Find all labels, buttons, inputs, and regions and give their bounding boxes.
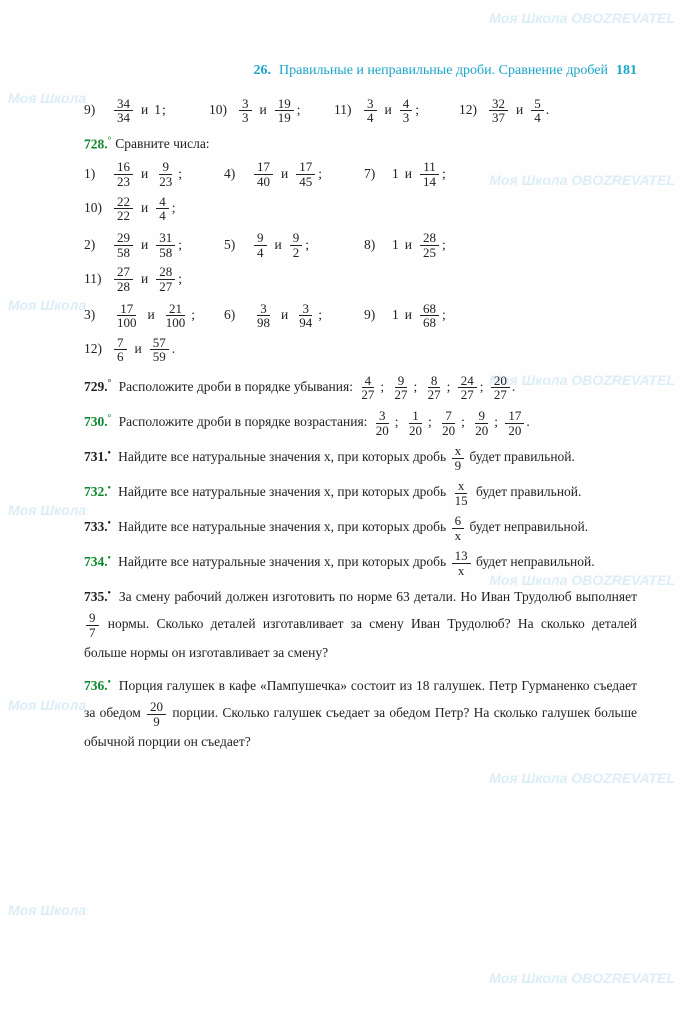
exercise-number: 729.° (84, 379, 111, 394)
exercise-734: 734.• Найдите все натуральные значения x… (48, 548, 637, 577)
compare-item: 11)2728и2827; (84, 265, 224, 293)
compare-item: 3)17100и21100; (84, 302, 224, 330)
exercise-736: 736.• Порция галушек в кафе «Пампушечка»… (48, 672, 637, 755)
compare-row: 1)1623и923; 4)1740и1745; 7)1и1114; 10)22… (84, 157, 637, 226)
exercise-731: 731.• Найдите все натуральные значения x… (48, 443, 637, 472)
exercise-number: 734.• (84, 554, 111, 569)
section-title: Правильные и неправильные дроби. Сравнен… (279, 60, 608, 82)
exercise-number: 735.• (84, 589, 111, 604)
watermark: Моя Школа OBOZREVATEL (489, 968, 675, 990)
exercise-732: 732.• Найдите все натуральные значения x… (48, 478, 637, 507)
compare-item: 10)2222и44; (84, 195, 224, 223)
page-number: 181 (616, 60, 637, 82)
exercise-729: 729.° Расположите дроби в порядке убыван… (48, 373, 637, 402)
exercise-735: 735.• За смену рабочий должен изготовить… (48, 583, 637, 666)
chapter-header: 26. Правильные и неправильные дроби. Сра… (48, 60, 637, 82)
exercise-number: 732.• (84, 484, 111, 499)
section-number: 26. (254, 60, 272, 82)
page-content: 26. Правильные и неправильные дроби. Сра… (0, 0, 683, 795)
watermark: Моя Школа (8, 900, 86, 922)
exercise-733: 733.• Найдите все натуральные значения x… (48, 513, 637, 542)
exercise-730: 730.° Расположите дроби в порядке возрас… (48, 408, 637, 437)
exercise-number: 731.• (84, 449, 111, 464)
exercise-prompt: Сравните числа: (115, 134, 209, 155)
compare-item: 8)1и2825; (364, 231, 504, 259)
compare-item: 12)76и5759. (84, 336, 224, 364)
exercise-number: 730.° (84, 414, 111, 429)
compare-item: 11) 34 и 43; (334, 97, 459, 125)
compare-item: 9) 3434 и 1; (84, 97, 209, 125)
compare-item: 10) 33 и 1919; (209, 97, 334, 125)
compare-row: 2)2958и3158; 5)94и92; 8)1и2825; 11)2728и… (84, 228, 637, 297)
exercise-728: 728.° Сравните числа: 1)1623и923; 4)1740… (48, 134, 637, 367)
compare-item: 5)94и92; (224, 231, 364, 259)
compare-item: 6)398и394; (224, 302, 364, 330)
compare-row: 3)17100и21100; 6)398и394; 9)1и6868; 12)7… (84, 299, 637, 368)
compare-item: 12) 3237 и 54. (459, 97, 584, 125)
compare-item: 1)1623и923; (84, 160, 224, 188)
exercise-727-tail: 9) 3434 и 1; 10) 33 и 1919; 11) 34 и 43;… (48, 94, 637, 128)
exercise-number: 733.• (84, 519, 111, 534)
compare-item: 4)1740и1745; (224, 160, 364, 188)
compare-item: 7)1и1114; (364, 160, 504, 188)
compare-item: 9)1и6868; (364, 302, 504, 330)
exercise-number: 736.• (84, 678, 111, 693)
exercise-number: 728.° (84, 134, 111, 155)
compare-item: 2)2958и3158; (84, 231, 224, 259)
